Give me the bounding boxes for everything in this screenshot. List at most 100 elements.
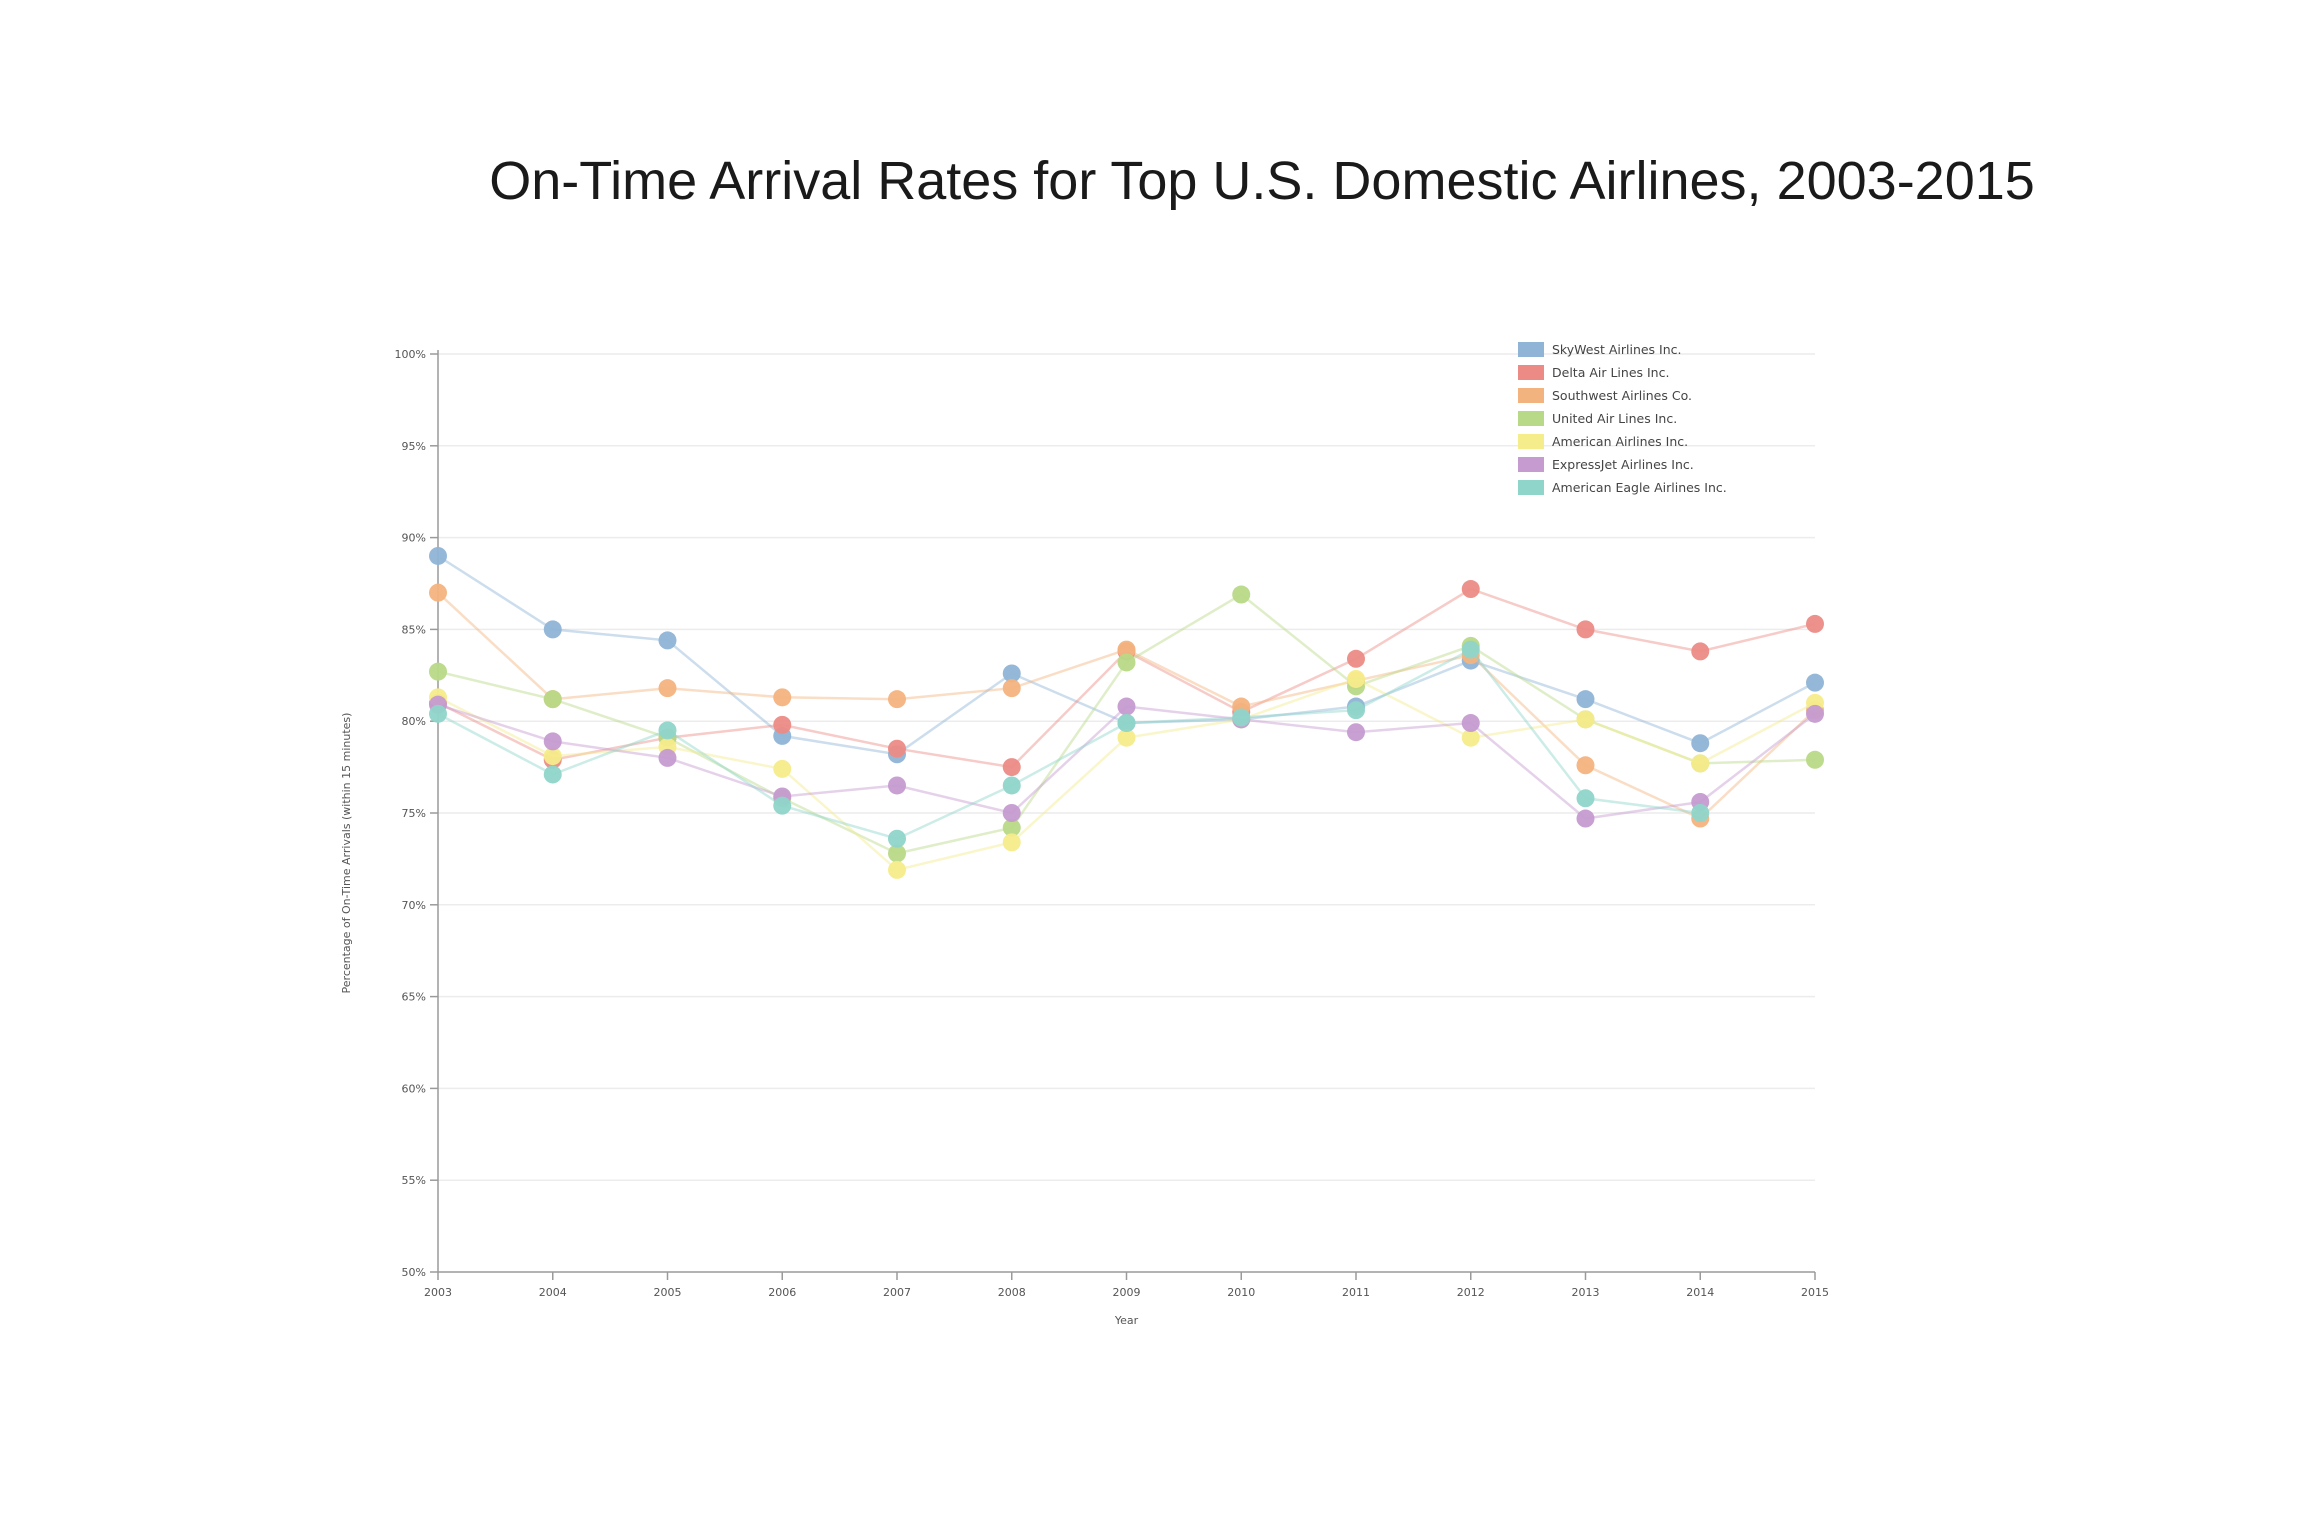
- data-point[interactable]: [773, 759, 792, 778]
- data-point[interactable]: [543, 765, 562, 784]
- data-point[interactable]: [1806, 750, 1824, 769]
- grid-lines: [438, 353, 1815, 1181]
- data-point[interactable]: [1117, 697, 1136, 716]
- axes: 50% 55% 60% 65% 70% 75% 80% 85% 90% 95% 100% 2003 20…: [395, 348, 1829, 1299]
- data-point[interactable]: [543, 732, 562, 751]
- data-point[interactable]: [1002, 664, 1021, 683]
- data-point[interactable]: [1576, 710, 1595, 729]
- data-point[interactable]: [1002, 758, 1021, 777]
- x-tick-label: 2013: [1572, 1286, 1600, 1299]
- data-point[interactable]: [429, 583, 447, 602]
- data-point[interactable]: [658, 721, 677, 740]
- x-tick-label: 2007: [883, 1286, 911, 1299]
- x-axis-title: Year: [1114, 1314, 1139, 1327]
- data-point[interactable]: [1576, 789, 1595, 808]
- data-point[interactable]: [1461, 714, 1480, 733]
- y-tick-label: 85%: [402, 623, 426, 636]
- x-tick-label: 2005: [654, 1286, 682, 1299]
- x-tick-label: 2012: [1457, 1286, 1485, 1299]
- legend-swatch: [1518, 411, 1544, 426]
- data-point[interactable]: [888, 690, 906, 709]
- x-tick-label: 2010: [1227, 1286, 1255, 1299]
- data-point[interactable]: [543, 747, 562, 766]
- data-point[interactable]: [1117, 653, 1136, 672]
- data-point[interactable]: [1461, 728, 1480, 747]
- data-point[interactable]: [1232, 708, 1251, 727]
- legend-label: Southwest Airlines Co.: [1552, 388, 1692, 403]
- data-point[interactable]: [658, 748, 677, 767]
- data-point[interactable]: [1347, 649, 1365, 668]
- data-point[interactable]: [1117, 714, 1136, 733]
- series-6: [429, 640, 1710, 848]
- data-point[interactable]: [1576, 620, 1595, 639]
- legend-swatch: [1518, 457, 1544, 472]
- y-tick-label: 65%: [402, 991, 426, 1004]
- data-point[interactable]: [1691, 804, 1710, 822]
- series-line: [437, 648, 1701, 841]
- data-point[interactable]: [1117, 728, 1136, 747]
- data-point[interactable]: [658, 679, 677, 698]
- data-point[interactable]: [888, 829, 906, 848]
- y-tick-label: 70%: [402, 899, 426, 912]
- data-point[interactable]: [1576, 809, 1595, 828]
- legend-label: SkyWest Airlines Inc.: [1552, 342, 1682, 357]
- y-tick-label: 90%: [402, 532, 426, 545]
- y-axis-title: Percentage of On-Time Arrivals (within 1…: [340, 713, 353, 994]
- legend-swatch: [1518, 388, 1544, 403]
- data-point[interactable]: [1691, 754, 1710, 773]
- data-point[interactable]: [1461, 640, 1480, 659]
- data-point[interactable]: [429, 546, 447, 565]
- x-tick-label: 2006: [768, 1286, 796, 1299]
- data-point[interactable]: [429, 662, 447, 681]
- data-point[interactable]: [888, 739, 906, 758]
- data-point[interactable]: [1347, 701, 1365, 720]
- data-point[interactable]: [1461, 580, 1480, 599]
- legend-label: American Eagle Airlines Inc.: [1552, 480, 1727, 495]
- legend-label: ExpressJet Airlines Inc.: [1552, 457, 1694, 472]
- data-point[interactable]: [429, 704, 447, 723]
- legend-label: American Airlines Inc.: [1552, 434, 1688, 449]
- data-point[interactable]: [888, 844, 906, 863]
- data-point[interactable]: [1576, 756, 1595, 775]
- data-point[interactable]: [1117, 640, 1136, 659]
- y-tick-label: 95%: [402, 440, 426, 453]
- data-point[interactable]: [1576, 690, 1595, 709]
- data-point[interactable]: [1691, 642, 1710, 661]
- y-tick-label: 60%: [402, 1082, 426, 1095]
- data-point[interactable]: [773, 715, 792, 734]
- data-point[interactable]: [1347, 669, 1365, 688]
- data-point[interactable]: [1691, 734, 1710, 753]
- y-tick-label: 75%: [402, 807, 426, 820]
- data-point[interactable]: [1806, 614, 1824, 633]
- data-point[interactable]: [888, 776, 906, 795]
- data-point[interactable]: [658, 631, 677, 650]
- data-point[interactable]: [773, 796, 792, 815]
- data-point[interactable]: [1347, 723, 1365, 742]
- data-point[interactable]: [773, 688, 792, 707]
- data-point[interactable]: [1002, 804, 1021, 822]
- x-tick-label: 2011: [1342, 1286, 1370, 1299]
- y-tick-label: 80%: [402, 715, 426, 728]
- y-tick-label: 50%: [402, 1266, 426, 1279]
- data-point[interactable]: [1002, 776, 1021, 795]
- chart-title: On-Time Arrival Rates for Top U.S. Domes…: [489, 151, 2035, 211]
- data-point[interactable]: [1002, 833, 1021, 852]
- x-tick-label: 2009: [1113, 1286, 1141, 1299]
- data-point[interactable]: [543, 620, 562, 639]
- legend-swatch: [1518, 480, 1544, 495]
- x-tick-label: 2003: [424, 1286, 452, 1299]
- data-point[interactable]: [1806, 704, 1824, 723]
- y-tick-label: 55%: [402, 1174, 426, 1187]
- data-point[interactable]: [1232, 585, 1251, 604]
- data-point[interactable]: [1002, 679, 1021, 698]
- data-point[interactable]: [888, 860, 906, 879]
- legend-label: United Air Lines Inc.: [1552, 411, 1677, 426]
- data-point[interactable]: [543, 690, 562, 709]
- x-tick-label: 2014: [1686, 1286, 1714, 1299]
- legend-label: Delta Air Lines Inc.: [1552, 365, 1669, 380]
- data-point[interactable]: [1806, 673, 1824, 692]
- legend: SkyWest Airlines Inc. Delta Air Lines Inc…: [1518, 342, 1727, 495]
- y-tick-label: 100%: [395, 348, 426, 361]
- data-point[interactable]: [1002, 818, 1021, 837]
